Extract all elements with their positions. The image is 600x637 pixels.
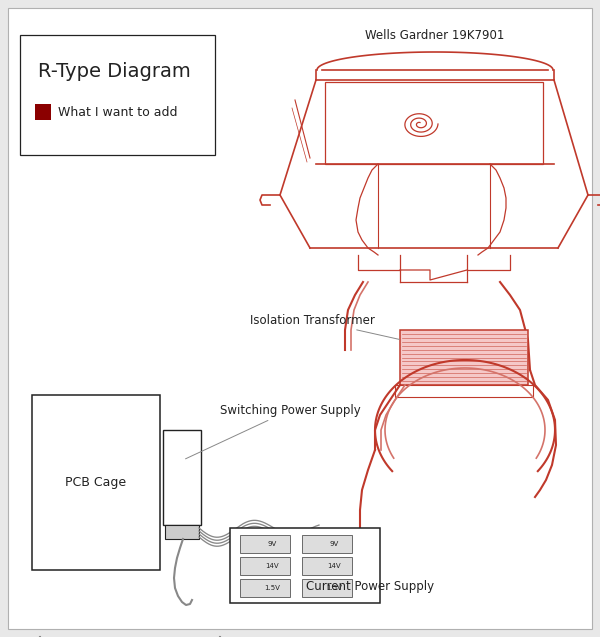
Text: Switching Power Supply: Switching Power Supply — [185, 403, 361, 459]
Text: Current Power Supply: Current Power Supply — [306, 580, 434, 593]
Text: 1.5V: 1.5V — [326, 585, 342, 591]
Text: Isolation Transformer: Isolation Transformer — [250, 313, 399, 340]
Text: 14V: 14V — [265, 563, 279, 569]
Bar — [20, 35, 215, 155]
Bar — [240, 557, 290, 575]
Bar — [240, 579, 290, 597]
Text: 9V: 9V — [329, 541, 338, 547]
Text: PCB Cage: PCB Cage — [65, 475, 127, 489]
Text: 14V: 14V — [327, 563, 341, 569]
Bar — [395, 385, 533, 397]
Bar — [302, 579, 352, 597]
Bar — [240, 535, 290, 553]
Bar — [302, 535, 352, 553]
Text: 9V: 9V — [268, 541, 277, 547]
Text: R-Type Diagram: R-Type Diagram — [38, 62, 191, 81]
Text: What I want to add: What I want to add — [58, 106, 178, 118]
Text: Wells Gardner 19K7901: Wells Gardner 19K7901 — [365, 29, 505, 42]
Bar — [163, 430, 201, 525]
Bar — [32, 395, 160, 570]
Bar — [302, 557, 352, 575]
Bar — [400, 330, 528, 385]
Text: 1.5V: 1.5V — [264, 585, 280, 591]
Bar — [325, 82, 543, 164]
Bar — [165, 525, 199, 539]
Bar — [35, 104, 51, 120]
Bar — [230, 528, 380, 603]
